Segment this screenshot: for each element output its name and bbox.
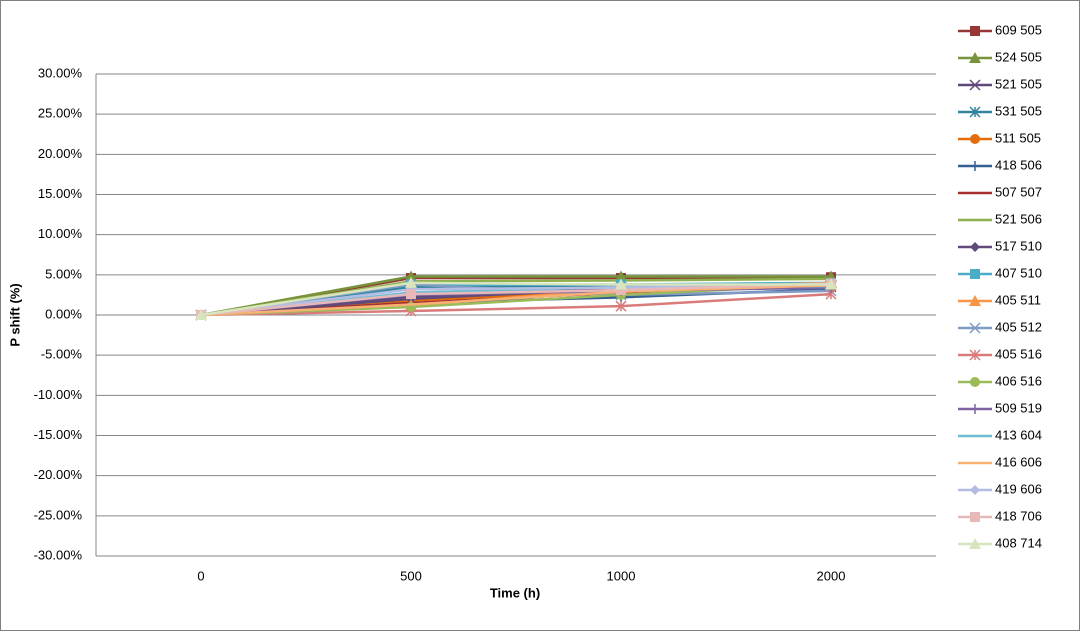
y-tick-label: -15.00%	[34, 427, 83, 442]
legend-label: 609 505	[995, 22, 1042, 37]
y-tick-label: 15.00%	[38, 186, 83, 201]
legend-label: 418 706	[995, 508, 1042, 523]
legend-label: 406 516	[995, 373, 1042, 388]
legend-label: 507 507	[995, 184, 1042, 199]
legend-label: 405 511	[995, 292, 1041, 307]
marker	[969, 349, 981, 361]
marker	[615, 270, 627, 282]
legend-label: 416 606	[995, 454, 1042, 469]
legend-label: 405 516	[995, 346, 1042, 361]
marker	[969, 538, 981, 549]
series-line	[200, 281, 831, 317]
x-axis-title: Time (h)	[490, 585, 540, 600]
marker	[405, 276, 417, 288]
series-line	[200, 282, 832, 317]
legend-label: 509 519	[995, 400, 1042, 415]
y-tick-label: 5.00%	[45, 266, 82, 281]
marker	[616, 285, 626, 296]
y-tick-label: 10.00%	[38, 226, 83, 241]
legend-label: 521 505	[995, 76, 1042, 91]
marker	[969, 295, 981, 306]
y-axis-title: P shift (%)	[7, 283, 22, 346]
marker	[615, 278, 627, 290]
marker	[970, 377, 980, 387]
marker	[969, 322, 981, 334]
marker	[970, 26, 980, 36]
y-tick-label: -25.00%	[34, 507, 83, 522]
x-tick-label: 2000	[817, 568, 846, 583]
marker	[969, 79, 981, 91]
y-tick-label: 20.00%	[38, 146, 83, 161]
y-tick-label: -30.00%	[34, 547, 83, 562]
series-line	[200, 292, 832, 317]
y-tick-label: -10.00%	[34, 387, 83, 402]
marker	[615, 300, 627, 312]
marker	[406, 289, 416, 300]
legend-label: 517 510	[995, 238, 1042, 253]
series-line	[200, 275, 831, 317]
marker	[405, 270, 417, 282]
legend-label: 524 505	[995, 49, 1042, 64]
marker	[825, 278, 837, 290]
series-line	[200, 284, 832, 317]
y-tick-label: 25.00%	[38, 106, 83, 121]
y-tick-label: -20.00%	[34, 467, 83, 482]
legend-label: 405 512	[995, 319, 1042, 334]
legend-label: 511 505	[995, 130, 1041, 145]
marker	[970, 242, 980, 252]
legend-label: 413 604	[995, 427, 1042, 442]
legend-label: 408 714	[995, 535, 1042, 550]
marker	[970, 485, 980, 495]
x-tick-label: 1000	[607, 568, 636, 583]
marker	[970, 512, 980, 522]
marker	[969, 52, 981, 63]
legend-label: 521 506	[995, 211, 1042, 226]
marker	[970, 269, 980, 279]
marker	[969, 106, 981, 118]
legend-label: 531 505	[995, 103, 1042, 118]
marker	[970, 161, 980, 171]
y-tick-label: -5.00%	[41, 347, 83, 362]
x-tick-label: 500	[400, 568, 422, 583]
legend-label: 407 510	[995, 265, 1042, 280]
legend-label: 419 606	[995, 481, 1042, 496]
x-tick-label: 0	[197, 568, 204, 583]
y-tick-label: 0.00%	[45, 306, 82, 321]
legend-label: 418 506	[995, 157, 1042, 172]
y-tick-label: 30.00%	[38, 65, 83, 80]
marker	[195, 309, 207, 320]
marker	[970, 134, 980, 144]
marker	[970, 404, 980, 414]
